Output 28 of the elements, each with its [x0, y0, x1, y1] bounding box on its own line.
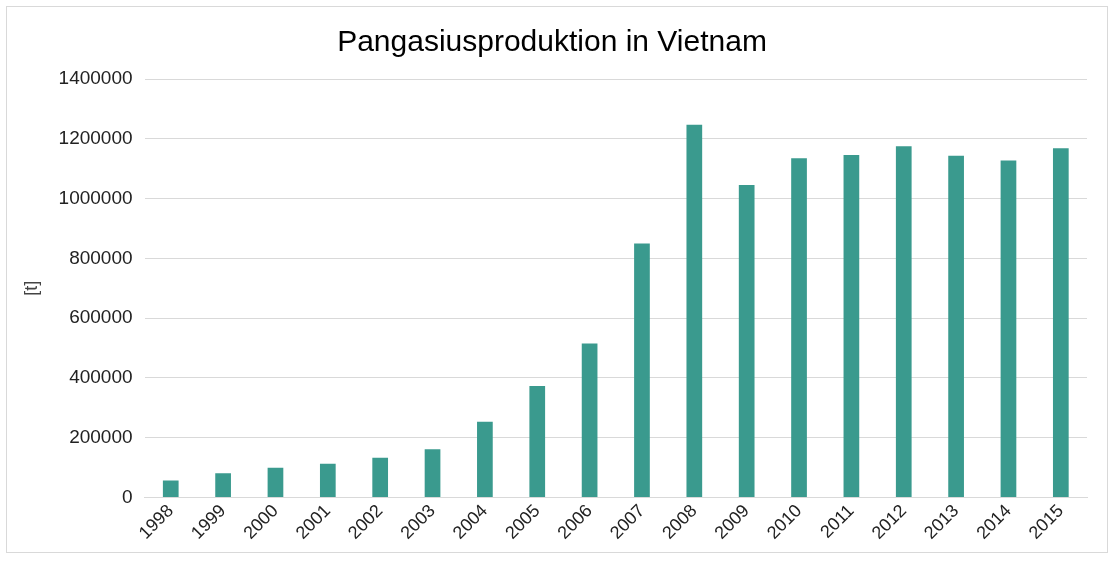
y-tick-label: 400000	[69, 366, 133, 388]
y-tick-label: 1400000	[58, 67, 133, 89]
y-tick-label: 0	[121, 485, 133, 507]
bar	[1000, 160, 1017, 497]
y-tick-label: 1000000	[58, 186, 133, 208]
bar	[738, 185, 755, 497]
bar	[895, 146, 912, 497]
bar	[791, 158, 807, 497]
bar	[477, 421, 493, 497]
bar	[424, 449, 441, 497]
bar	[843, 154, 860, 497]
bar	[948, 155, 964, 497]
bar	[581, 343, 598, 497]
bar	[372, 457, 389, 497]
bar	[529, 385, 546, 497]
chart-title: Pangasiusproduktion in Vietnam	[337, 24, 767, 58]
y-tick-label: 800000	[69, 246, 133, 268]
bar	[1052, 148, 1069, 497]
bar	[319, 463, 336, 497]
bar	[634, 243, 650, 497]
bar	[267, 467, 284, 497]
y-tick-label: 200000	[69, 425, 133, 447]
bar	[215, 473, 231, 497]
bar	[686, 124, 703, 497]
y-tick-label: 1200000	[58, 127, 133, 149]
y-tick-label: 600000	[69, 306, 133, 328]
bar	[162, 480, 179, 497]
y-axis-title: [t]	[20, 280, 41, 296]
